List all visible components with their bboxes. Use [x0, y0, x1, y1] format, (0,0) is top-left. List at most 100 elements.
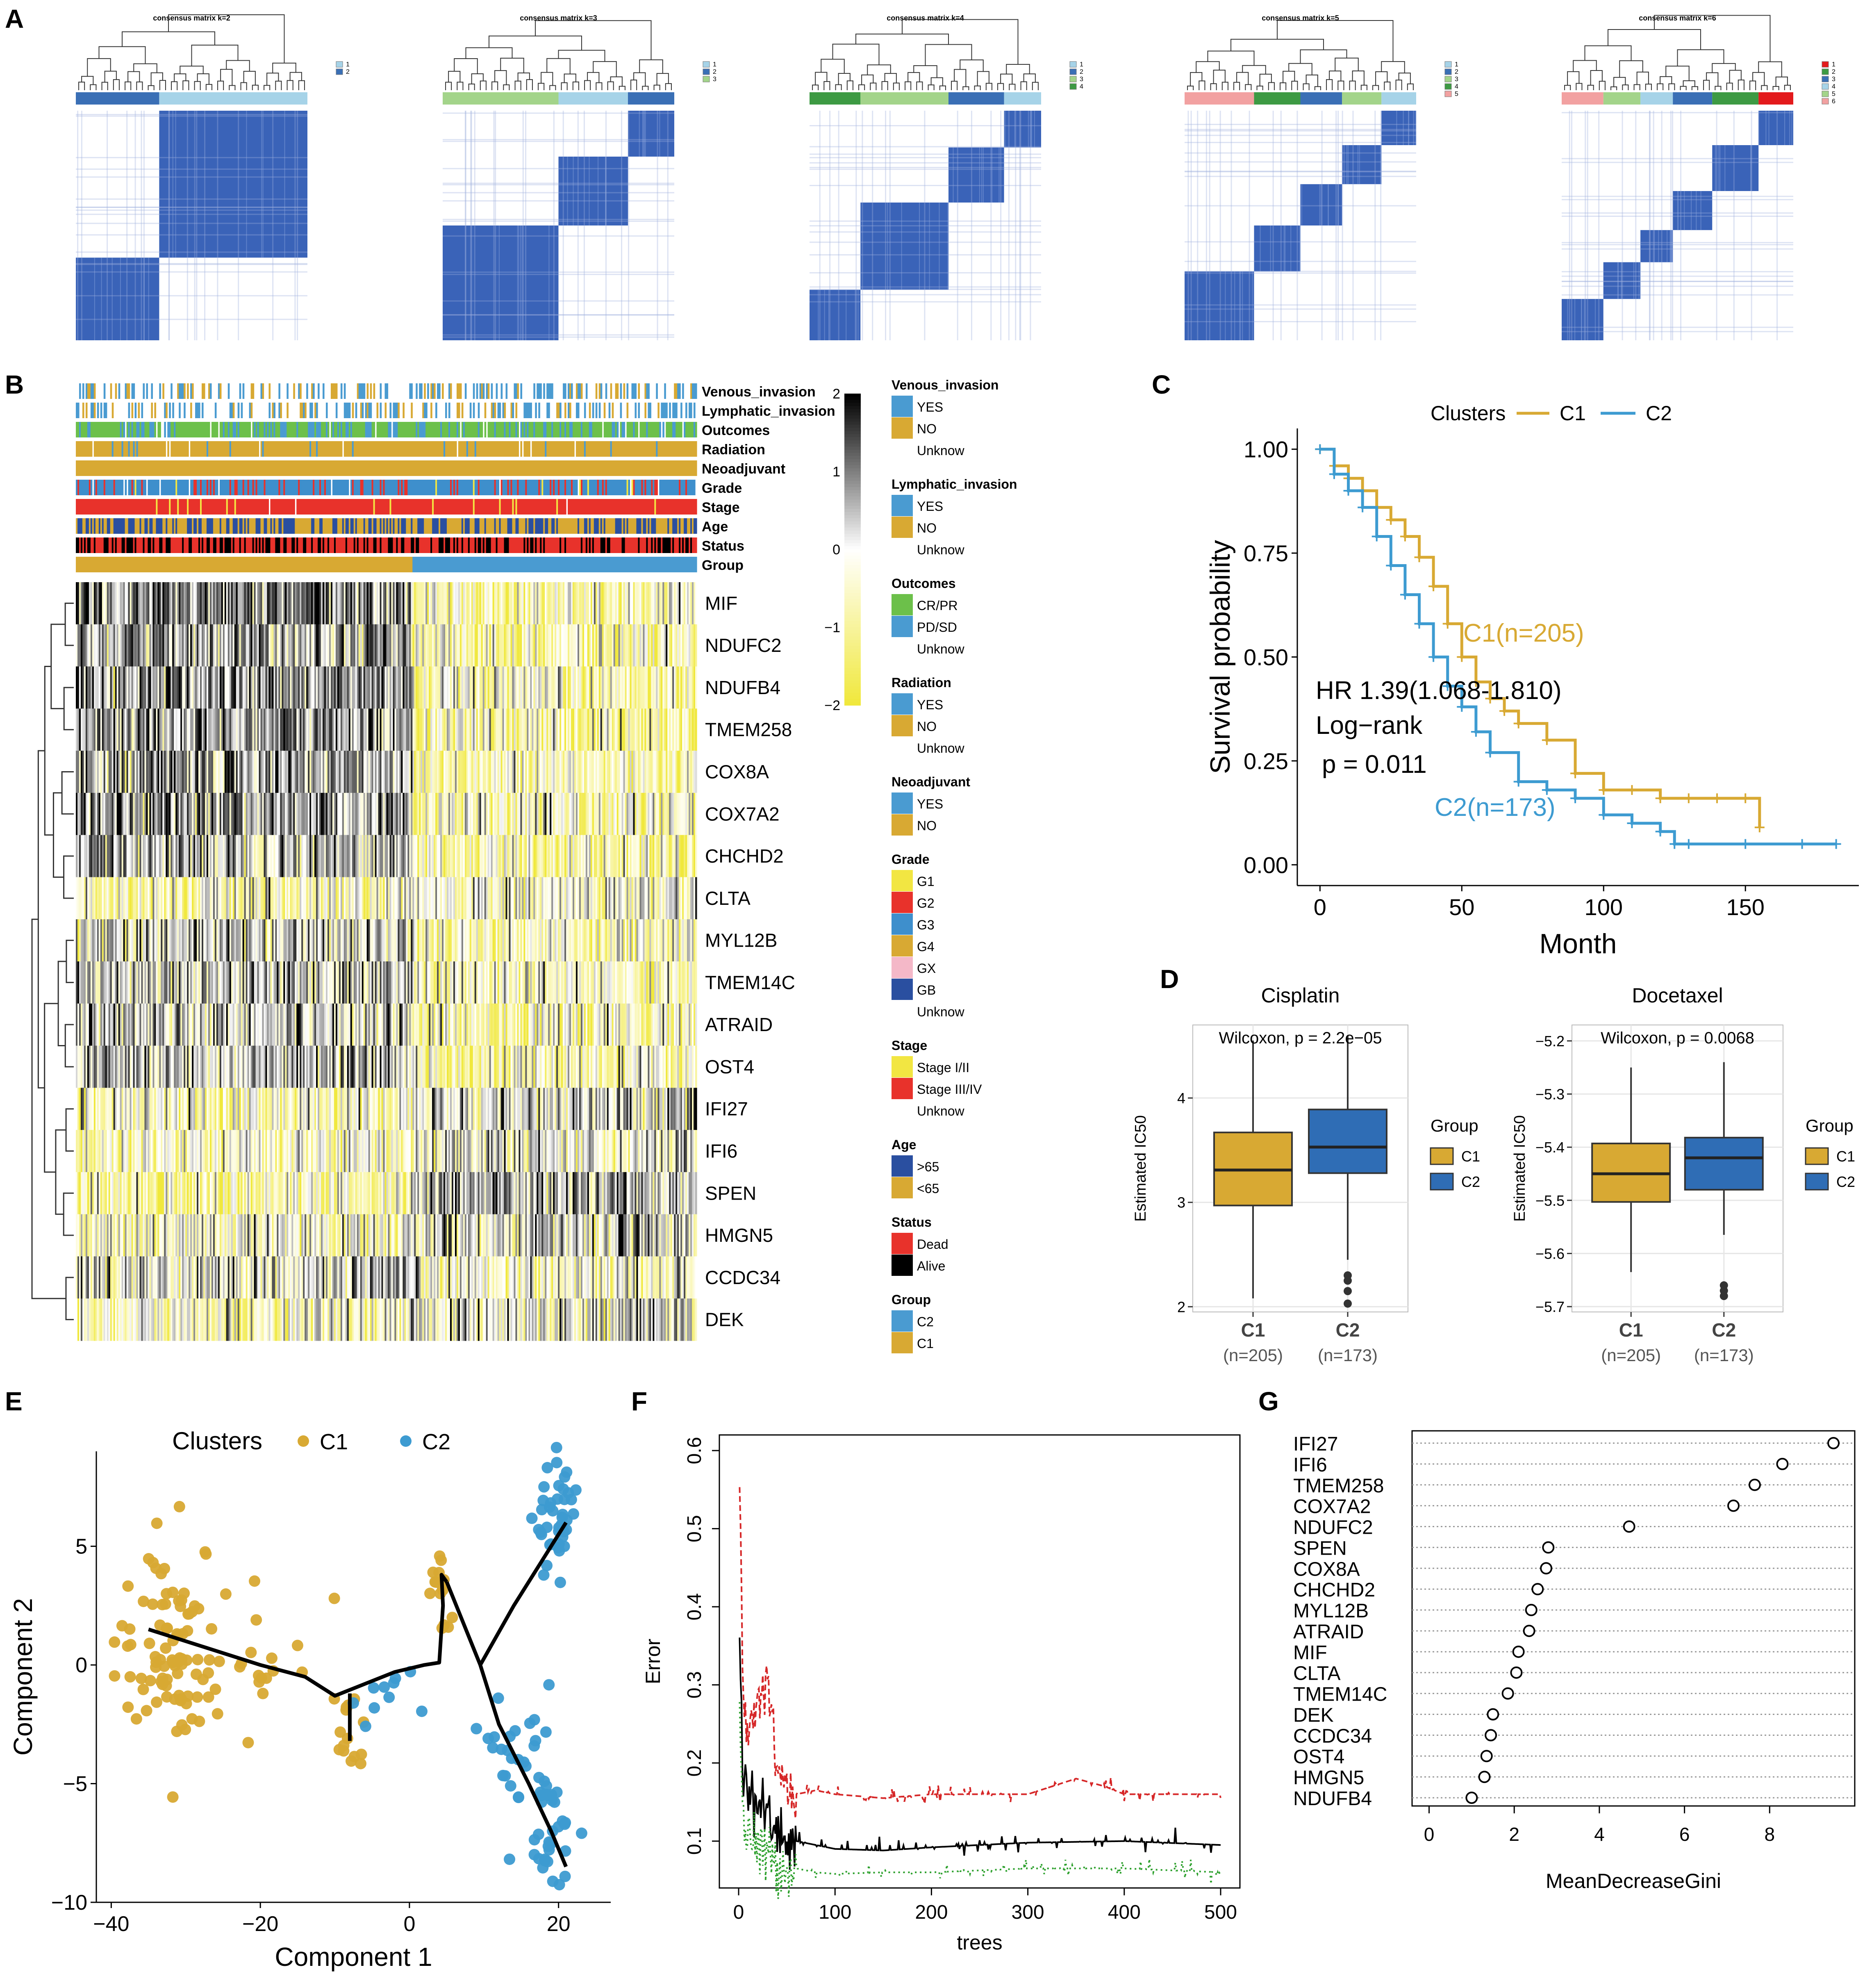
- annotation-cell: [654, 480, 656, 495]
- annotation-cell: [664, 441, 666, 457]
- annotation-cell: [386, 518, 389, 534]
- heatmap-cell: [82, 666, 84, 709]
- heatmap-cell: [192, 582, 194, 625]
- annotation-cell: [615, 557, 617, 572]
- annotation-cell: [262, 383, 264, 399]
- heatmap-cell: [77, 582, 80, 625]
- annotation-cell: [161, 537, 163, 553]
- annotation-cell: [651, 537, 653, 553]
- annotation-cell: [309, 499, 312, 515]
- annotation-cell: [411, 441, 413, 457]
- heatmap-cell: [654, 624, 656, 667]
- annotation-cell: [149, 499, 151, 515]
- heatmap-cell: [666, 624, 668, 667]
- annotation-cell: [635, 403, 637, 418]
- heatmap-cell: [330, 666, 333, 709]
- annotation-cell: [125, 460, 127, 476]
- annotation-cell: [403, 441, 405, 457]
- annotation-cell: [538, 403, 540, 418]
- heatmap-cell: [146, 624, 148, 667]
- annotation-cell: [378, 557, 380, 572]
- annotation-cell: [115, 499, 117, 515]
- heatmap-cell: [448, 582, 450, 625]
- annotation-cell: [305, 537, 307, 553]
- annotation-cell: [283, 557, 285, 572]
- heatmap-cell: [131, 582, 134, 625]
- annotation-cell: [458, 480, 460, 495]
- annotation-cell: [514, 460, 516, 476]
- heatmap-cell: [417, 624, 419, 667]
- annotation-cell: [469, 403, 472, 418]
- annotation-cell: [411, 557, 413, 572]
- annotation-cell: [84, 422, 86, 437]
- annotation-cell: [550, 460, 552, 476]
- annotation-cell: [219, 441, 222, 457]
- dendro-branch: [1564, 85, 1571, 90]
- annotation-cell: [133, 537, 135, 553]
- dendro-branch: [1590, 70, 1603, 85]
- annotation-cell: [455, 441, 457, 457]
- annotation-cell: [525, 537, 527, 553]
- annotation-cell: [625, 499, 627, 515]
- annotation-cell: [654, 460, 656, 476]
- heatmap-cell: [305, 624, 307, 667]
- offdiag-shade: [628, 111, 630, 340]
- annotation-cell: [236, 499, 238, 515]
- annotation-cell: [615, 460, 617, 476]
- annotation-cell: [257, 460, 259, 476]
- annotation-cell: [337, 557, 339, 572]
- heatmap-cell: [149, 624, 151, 667]
- annotation-cell: [675, 441, 678, 457]
- annotation-cell: [671, 518, 673, 534]
- heatmap-cell: [479, 582, 482, 625]
- heatmap-cell: [128, 666, 130, 709]
- annotation-cell: [319, 441, 321, 457]
- heatmap-cell: [487, 666, 490, 709]
- annotation-cell: [621, 480, 624, 495]
- annotation-cell: [192, 537, 194, 553]
- annotation-cell: [103, 499, 106, 515]
- annotation-cell: [589, 518, 591, 534]
- heatmap-cell: [445, 666, 447, 709]
- legend-swatch: [1444, 76, 1452, 82]
- annotation-cell: [285, 480, 287, 495]
- heatmap-cell: [177, 624, 179, 667]
- annotation-cell: [613, 518, 616, 534]
- heatmap-cell: [159, 624, 161, 667]
- heatmap-cell: [275, 666, 277, 709]
- annotation-cell: [535, 441, 537, 457]
- annotation-cell: [590, 499, 593, 515]
- heatmap-cell: [169, 624, 171, 667]
- annotation-cell: [394, 460, 397, 476]
- heatmap-cell: [427, 624, 429, 667]
- heatmap-cell: [396, 666, 398, 709]
- annotation-cell: [607, 460, 609, 476]
- annotation-cell: [293, 422, 295, 437]
- annotation-cell: [134, 422, 137, 437]
- heatmap-cell: [257, 624, 259, 667]
- annotation-cell: [272, 499, 274, 515]
- annotation-cell: [373, 441, 375, 457]
- heatmap-cell: [646, 582, 648, 625]
- annotation-cell: [193, 480, 196, 495]
- annotation-cell: [573, 460, 575, 476]
- annotation-cell: [515, 403, 518, 418]
- annotation-cell: [551, 480, 553, 495]
- heatmap-cell: [517, 582, 519, 625]
- annotation-cell: [474, 422, 477, 437]
- annotation-cell: [421, 518, 423, 534]
- dendro-branch: [1584, 45, 1632, 61]
- annotation-cell: [427, 460, 429, 476]
- annotation-cell: [458, 537, 460, 553]
- heatmap-cell: [197, 666, 199, 709]
- annotation-cell: [347, 499, 349, 515]
- annotation-cell: [342, 518, 344, 534]
- annotation-cell: [380, 383, 382, 399]
- annotation-cell: [92, 422, 94, 437]
- annotation-cell: [151, 499, 153, 515]
- annotation-cell: [185, 499, 187, 515]
- annotation-cell: [507, 441, 509, 457]
- annotation-cell: [308, 557, 310, 572]
- annotation-cell: [468, 518, 470, 534]
- heatmap-cell: [412, 582, 414, 625]
